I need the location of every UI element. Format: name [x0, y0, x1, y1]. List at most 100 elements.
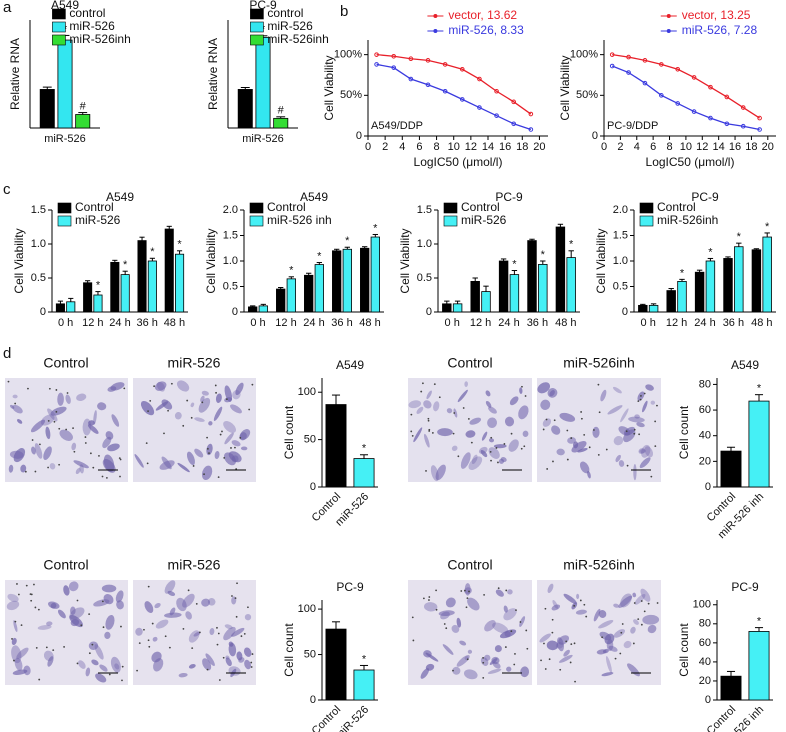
cell: [500, 456, 507, 462]
pore: [482, 656, 484, 659]
data-point: [408, 56, 414, 62]
pore: [98, 454, 100, 457]
chart-label: A549/DDP: [371, 120, 423, 132]
x-tick-label: 10: [680, 141, 692, 153]
y-tick-label: 0: [705, 694, 711, 706]
pore: [55, 410, 58, 413]
x-tick-label: 16: [499, 141, 511, 153]
pore: [523, 445, 526, 448]
cell: [140, 400, 155, 416]
pore: [633, 428, 636, 431]
pore: [482, 661, 485, 664]
y-tick-label: 0: [356, 130, 362, 142]
legend-swatch: [250, 34, 264, 46]
cell: [57, 609, 66, 619]
pore: [145, 442, 148, 445]
cell: [13, 448, 26, 463]
data-point: [494, 113, 499, 118]
cell: [200, 395, 205, 403]
y-tick-label: 0: [592, 130, 598, 142]
legend-label: control: [267, 6, 303, 20]
data-point: [459, 97, 465, 102]
cell: [201, 465, 213, 480]
cell: [88, 420, 95, 426]
cell: [423, 602, 438, 612]
pore: [445, 627, 448, 630]
data-point: [708, 115, 713, 121]
pore: [149, 399, 152, 402]
x-tick-label: 48 h: [164, 317, 185, 329]
legend-label: miR-526: [267, 19, 313, 33]
series-line: [376, 53, 532, 115]
cell: [238, 657, 245, 663]
pore: [31, 439, 34, 441]
pore: [640, 395, 642, 397]
cell: [164, 612, 182, 618]
y-tick-label: 100%: [334, 49, 362, 61]
pore: [656, 602, 659, 604]
y-tick-label: 1.0: [417, 238, 432, 250]
pore: [250, 661, 253, 664]
data-point: [459, 66, 465, 72]
bar: [314, 264, 324, 313]
data-point: [494, 88, 499, 94]
x-tick-label: 24 h: [498, 317, 519, 329]
cell: [193, 631, 201, 637]
x-tick-label: 6: [416, 141, 422, 153]
pore: [206, 668, 209, 671]
pore: [80, 624, 83, 627]
pore: [583, 433, 586, 436]
pore: [585, 615, 588, 618]
cell: [224, 432, 234, 445]
cell: [520, 666, 530, 678]
data-point: [675, 66, 681, 72]
cell: [487, 668, 502, 675]
cell: [600, 389, 607, 402]
cell: [504, 416, 515, 427]
x-tick-label: 0 h: [58, 317, 73, 329]
pore: [20, 624, 23, 627]
x-tick-label: 20: [762, 141, 774, 153]
cell: [20, 464, 27, 473]
cell: [593, 608, 601, 622]
cell: [213, 406, 223, 422]
pore: [410, 430, 413, 433]
pore: [482, 676, 485, 679]
cell: [488, 406, 497, 414]
cell: [194, 417, 205, 422]
pore: [215, 391, 217, 394]
pore: [101, 600, 104, 603]
cell: [464, 587, 472, 595]
bar: [720, 450, 742, 488]
bar: [638, 304, 648, 313]
pore: [76, 662, 79, 665]
cell: [46, 621, 53, 626]
bar: [75, 114, 91, 129]
bar: [175, 253, 185, 313]
x-tick-label: 8: [666, 141, 672, 153]
cell: [644, 446, 654, 458]
cell: [186, 451, 195, 466]
y-tick-label: 100: [298, 386, 316, 398]
cell: [445, 597, 456, 608]
pore: [121, 679, 123, 682]
chart-title: PC-9: [731, 580, 759, 594]
pore: [29, 593, 32, 596]
x-tick-label: 14: [713, 141, 725, 153]
pore: [13, 659, 15, 662]
cell: [194, 448, 204, 458]
data-point: [442, 88, 448, 94]
cell: [522, 430, 529, 437]
cell: [49, 463, 56, 470]
y-tick-label: 50: [304, 434, 316, 446]
bar: [66, 301, 76, 313]
x-tick-label: miR-526: [44, 133, 86, 145]
chart-title: PC-9: [691, 190, 719, 204]
cell: [10, 404, 15, 409]
cell: [460, 452, 471, 469]
cell: [633, 619, 639, 625]
cell: [493, 444, 507, 449]
cell: [45, 426, 51, 440]
pore: [84, 436, 87, 438]
chart-title: A549: [300, 190, 328, 204]
